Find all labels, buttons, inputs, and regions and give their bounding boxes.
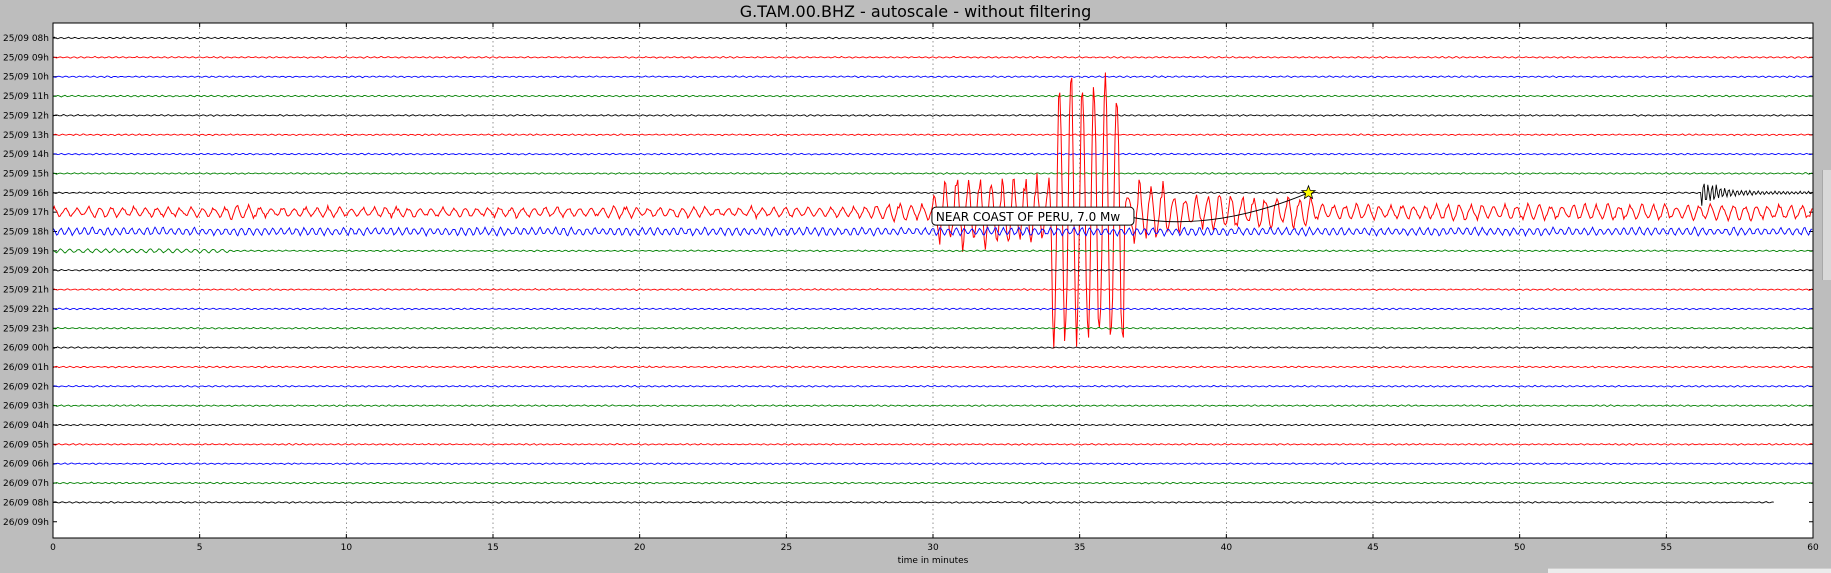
chart-title: G.TAM.00.BHZ - autoscale - without filte…: [739, 2, 1092, 21]
trace-line: [52, 152, 1813, 156]
row-label: 26/09 02h: [3, 382, 49, 392]
row-label: 25/09 08h: [3, 34, 49, 44]
x-tick-label: 40: [1221, 543, 1233, 553]
trace-line: [52, 36, 1813, 40]
row-label: 26/09 07h: [3, 479, 49, 489]
x-tick-label: 45: [1367, 543, 1378, 553]
trace-line: [52, 481, 1813, 485]
x-tick-label: 15: [487, 543, 498, 553]
trace-line: [52, 72, 1813, 349]
trace-line: [52, 326, 1813, 330]
row-label: 25/09 15h: [3, 169, 49, 179]
trace-line: [52, 55, 1813, 59]
trace-line: [52, 75, 1813, 79]
trace-line: [52, 462, 1813, 466]
row-label: 26/09 06h: [3, 460, 49, 470]
row-label: 25/09 09h: [3, 53, 49, 63]
trace-line: [52, 226, 1813, 238]
row-label: 25/09 16h: [3, 189, 49, 199]
row-label: 25/09 23h: [3, 324, 49, 334]
annotation-box: [931, 206, 1135, 226]
row-label: 26/09 05h: [3, 440, 49, 450]
trace-line: [52, 346, 1813, 350]
row-label: 25/09 13h: [3, 131, 49, 141]
row-label: 25/09 19h: [3, 247, 49, 257]
row-label: 25/09 20h: [3, 266, 49, 276]
star-icon: [1300, 184, 1317, 200]
row-label: 25/09 14h: [3, 150, 49, 160]
event-label: NEAR COAST OF PERU, 7.0 Mw: [936, 210, 1120, 224]
row-label: 25/09 22h: [3, 305, 49, 315]
trace-line: [52, 113, 1813, 117]
trace-line: [52, 183, 1813, 206]
trace-line: [52, 171, 1813, 176]
row-label: 25/09 11h: [3, 92, 49, 102]
row-label: 26/09 04h: [3, 421, 49, 431]
row-label: 26/09 08h: [3, 498, 49, 508]
trace-line: [52, 404, 1813, 408]
scrollbar[interactable]: [1822, 170, 1831, 280]
x-tick-label: 55: [1661, 543, 1672, 553]
trace-line: [52, 500, 1774, 504]
x-tick-label: 35: [1074, 543, 1085, 553]
trace-line: [52, 94, 1813, 98]
x-tick-label: 5: [197, 543, 203, 553]
row-label: 25/09 12h: [3, 111, 49, 121]
row-label: 26/09 09h: [3, 518, 49, 528]
row-label: 25/09 21h: [3, 286, 49, 296]
axes-border: [52, 22, 1814, 539]
row-label: 26/09 00h: [3, 344, 49, 354]
row-label: 25/09 18h: [3, 228, 49, 238]
x-tick-label: 0: [50, 543, 56, 553]
status-strip: [1548, 568, 1831, 573]
trace-line: [52, 307, 1813, 311]
trace-line: [52, 248, 1813, 254]
trace-line: [52, 423, 1813, 427]
trace-line: [52, 268, 1813, 272]
x-tick-label: 20: [634, 543, 646, 553]
row-label: 25/09 17h: [3, 208, 49, 218]
trace-line: [52, 442, 1813, 446]
trace-line: [52, 365, 1813, 369]
x-tick-label: 60: [1807, 543, 1819, 553]
trace-line: [52, 288, 1813, 292]
x-tick-label: 30: [927, 543, 939, 553]
annotation-arrow: [1130, 192, 1309, 223]
row-label: 25/09 10h: [3, 73, 49, 83]
row-label: 26/09 03h: [3, 402, 49, 412]
trace-line: [52, 133, 1813, 137]
trace-line: [52, 384, 1813, 388]
x-axis-label: time in minutes: [898, 556, 969, 566]
row-label: 26/09 01h: [3, 363, 49, 373]
x-tick-label: 10: [341, 543, 353, 553]
x-tick-label: 25: [781, 543, 792, 553]
x-tick-label: 50: [1514, 543, 1526, 553]
